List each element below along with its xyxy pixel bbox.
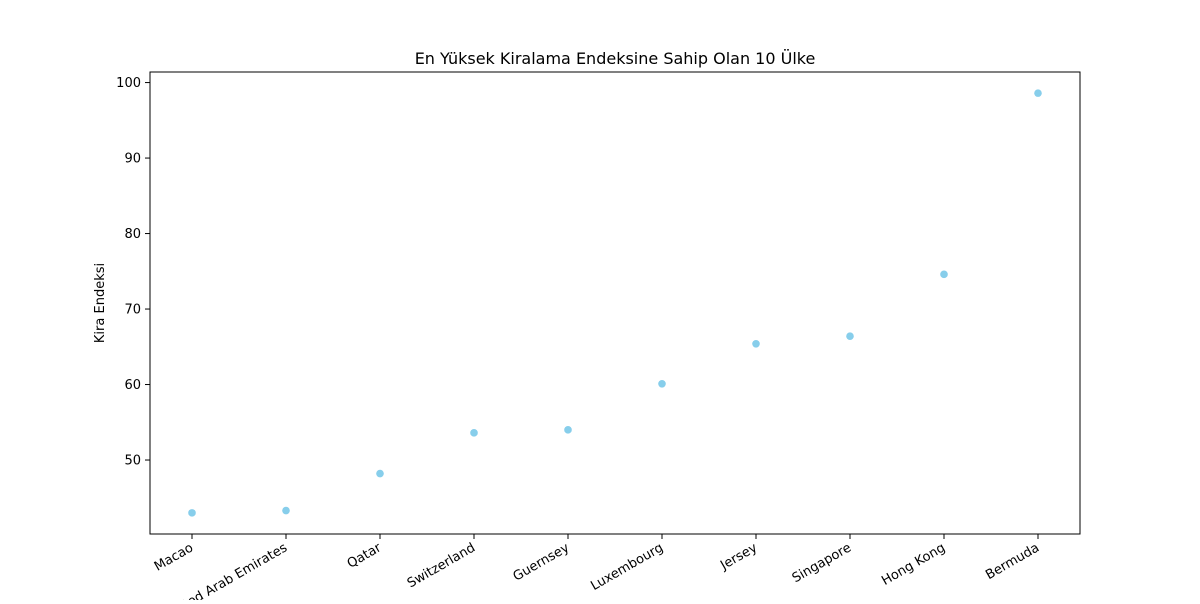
chart-title: En Yüksek Kiralama Endeksine Sahip Olan … [415, 49, 816, 68]
data-point [470, 429, 478, 437]
data-point [1034, 89, 1042, 97]
y-tick-label: 80 [124, 227, 141, 242]
x-tick-label: Guernsey [511, 540, 573, 584]
data-point [282, 506, 290, 515]
data-point [940, 270, 948, 279]
data-point [188, 509, 196, 517]
y-tick-label: 90 [124, 152, 141, 167]
data-point [752, 339, 760, 348]
data-point [846, 332, 854, 341]
data-point [376, 469, 384, 478]
y-tick-label: 70 [124, 303, 141, 318]
y-axis-ticks: 50 60 70 80 90 100 [116, 76, 150, 469]
plot-area-frame [149, 71, 1081, 535]
data-point [658, 379, 666, 388]
y-tick-label: 50 [124, 454, 141, 469]
x-tick-label: Singapore [790, 540, 854, 586]
y-axis-label: Kira Endeksi [93, 263, 108, 343]
y-tick-label: 60 [124, 378, 141, 393]
x-tick-label: Bermuda [983, 540, 1042, 583]
x-tick-label: Jersey [717, 540, 760, 573]
data-point [564, 426, 572, 434]
x-tick-label: Macao [152, 540, 196, 574]
x-tick-label: Luxembourg [588, 540, 666, 594]
data-points [188, 89, 1042, 517]
x-tick-label: Switzerland [405, 540, 478, 591]
y-tick-label: 100 [116, 76, 141, 91]
x-tick-label: Hong Kong [879, 540, 948, 588]
x-tick-label: Qatar [345, 540, 385, 572]
